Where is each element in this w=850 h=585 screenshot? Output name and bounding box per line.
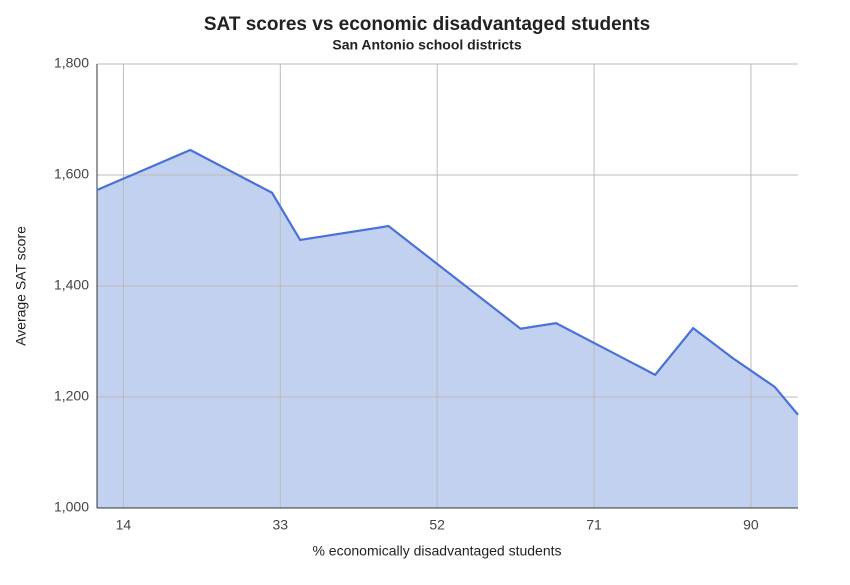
y-tick-label: 1,800	[54, 55, 89, 71]
y-tick-label: 1,600	[54, 166, 89, 182]
area-line	[96, 148, 799, 416]
x-axis-label: % economically disadvantaged students	[312, 543, 561, 559]
y-tick-label: 1,200	[54, 388, 89, 404]
y-axis-label: Average SAT score	[13, 226, 29, 346]
y-tick-label: 1,000	[54, 499, 89, 515]
chart-subtitle: San Antonio school districts	[332, 37, 521, 53]
x-tick-label: 14	[116, 517, 132, 533]
area-fill	[97, 150, 798, 508]
x-tick-label: 33	[273, 517, 289, 533]
x-tick-label: 71	[586, 517, 602, 533]
chart-title: SAT scores vs economic disadvantaged stu…	[204, 14, 650, 35]
y-tick-label: 1,400	[54, 277, 89, 293]
x-tick-label: 52	[429, 517, 445, 533]
x-tick-label: 90	[743, 517, 759, 533]
